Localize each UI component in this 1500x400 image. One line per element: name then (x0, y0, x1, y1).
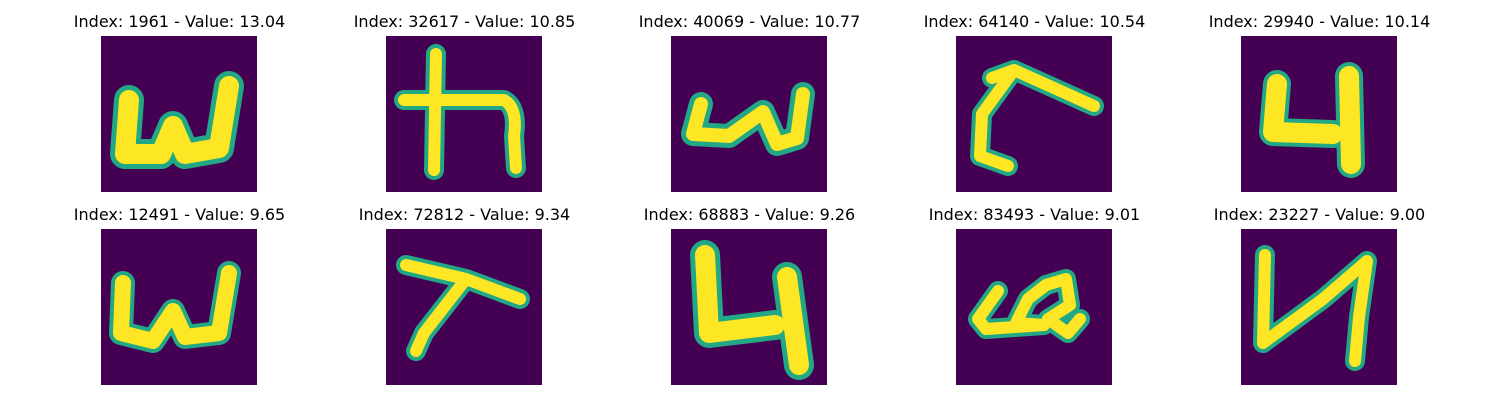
four-shape-icon (690, 240, 814, 380)
panel-title: Index: 83493 - Value: 9.01 (928, 205, 1141, 224)
panel-5: Index: 29940 - Value: 10.14 (1177, 12, 1462, 202)
w-shape-icon (109, 261, 241, 353)
hook-shape-icon (396, 255, 530, 361)
panel-3: Index: 40069 - Value: 10.77 (607, 12, 892, 202)
panel-title: Index: 64140 - Value: 10.54 (923, 12, 1146, 31)
glyph-image (386, 36, 542, 192)
panel-6: Index: 12491 - Value: 9.65 (37, 205, 322, 395)
panel-7: Index: 72812 - Value: 9.34 (322, 205, 607, 395)
glyph-image (671, 229, 827, 385)
panel-title: Index: 68883 - Value: 9.26 (643, 205, 856, 224)
panel-4: Index: 64140 - Value: 10.54 (892, 12, 1177, 202)
u-shape-icon (681, 82, 815, 156)
panel-title: Index: 1961 - Value: 13.04 (73, 12, 286, 31)
glyph-image (101, 229, 257, 385)
panel-10: Index: 23227 - Value: 9.00 (1177, 205, 1462, 395)
panel-title: Index: 72812 - Value: 9.34 (358, 205, 571, 224)
glyph-image (671, 36, 827, 192)
loop-shape-icon (968, 269, 1090, 343)
panel-title: Index: 23227 - Value: 9.00 (1213, 205, 1426, 224)
panel-title: Index: 40069 - Value: 10.77 (638, 12, 861, 31)
glyph-image (1241, 229, 1397, 385)
panel-1: Index: 1961 - Value: 13.04 (37, 12, 322, 202)
panel-8: Index: 68883 - Value: 9.26 (607, 205, 892, 395)
glyph-image (956, 229, 1112, 385)
glyph-image (956, 36, 1112, 192)
panel-title: Index: 29940 - Value: 10.14 (1208, 12, 1431, 31)
four-shape-icon (1259, 62, 1365, 178)
glyph-image (101, 36, 257, 192)
panel-title: Index: 32617 - Value: 10.85 (353, 12, 576, 31)
hook-shape-icon (970, 60, 1104, 176)
panel-title: Index: 12491 - Value: 9.65 (73, 205, 286, 224)
four-shape-icon (1253, 245, 1377, 371)
glyph-image (1241, 36, 1397, 192)
panel-9: Index: 83493 - Value: 9.01 (892, 205, 1177, 395)
w-shape-icon (110, 71, 244, 169)
glyph-image (386, 229, 542, 385)
ka-shape-icon (394, 44, 526, 180)
panel-2: Index: 32617 - Value: 10.85 (322, 12, 607, 202)
